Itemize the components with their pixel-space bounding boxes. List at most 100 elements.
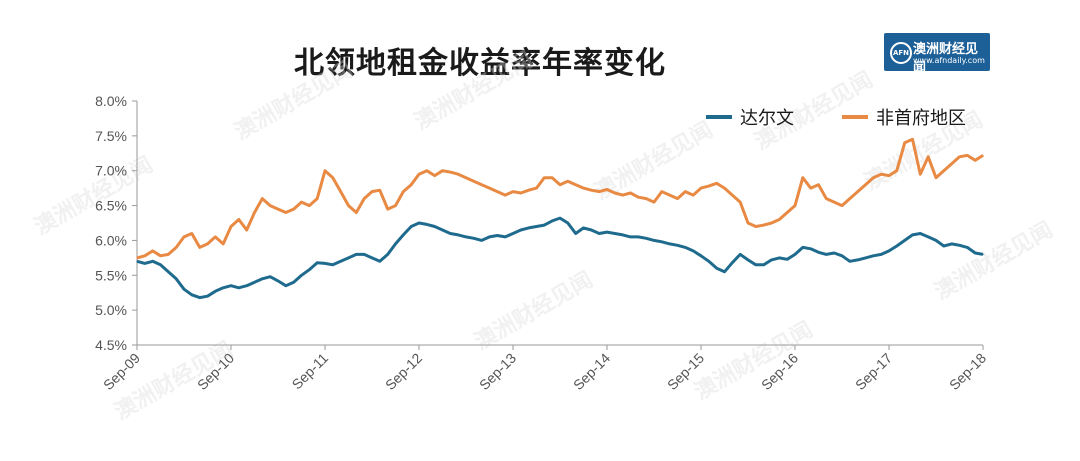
y-tick-label: 6.5% <box>95 198 127 214</box>
data-point <box>559 184 561 186</box>
data-point <box>661 191 663 193</box>
data-point <box>167 271 169 273</box>
data-point <box>363 253 365 255</box>
data-point <box>551 220 553 222</box>
data-point <box>974 252 976 254</box>
data-point <box>919 173 921 175</box>
data-point <box>958 156 961 158</box>
data-point <box>778 257 780 259</box>
data-point <box>144 262 146 264</box>
data-point <box>300 201 303 203</box>
data-point <box>637 236 639 238</box>
data-point <box>864 184 867 186</box>
data-point <box>285 211 287 214</box>
data-point <box>246 285 248 287</box>
data-point <box>723 187 726 189</box>
data-point <box>261 198 263 200</box>
data-point <box>441 170 444 172</box>
data-point <box>841 255 843 257</box>
data-point <box>896 245 898 247</box>
data-point <box>927 156 929 158</box>
data-point <box>316 198 318 200</box>
data-point <box>410 184 412 186</box>
chart-series <box>136 137 984 300</box>
data-point <box>324 170 326 172</box>
data-point <box>653 201 655 203</box>
data-point <box>340 191 342 193</box>
data-point <box>144 255 146 257</box>
data-point <box>755 264 757 266</box>
data-point <box>402 191 404 193</box>
data-point <box>277 280 279 282</box>
data-point <box>919 232 921 235</box>
data-point <box>841 205 843 207</box>
data-point <box>238 218 240 221</box>
legend-label-2: 非首府地区 <box>876 108 966 129</box>
data-point <box>786 211 788 214</box>
brand-logo: AFN 澳洲财经见闻 www.afndaily.com <box>884 33 990 76</box>
data-point <box>535 225 538 228</box>
data-point <box>590 189 592 191</box>
data-point <box>849 260 851 262</box>
data-point <box>261 278 263 280</box>
legend-label-1: 达尔文 <box>740 108 794 129</box>
data-point <box>387 208 389 210</box>
data-point <box>676 244 679 246</box>
data-point <box>810 187 812 189</box>
data-point <box>723 271 726 273</box>
data-point <box>951 243 953 245</box>
y-tick-label: 7.5% <box>95 128 127 144</box>
y-tick-label: 4.5% <box>95 337 127 353</box>
data-point <box>786 258 788 260</box>
y-tick-label: 5.5% <box>95 267 127 283</box>
data-point <box>457 173 459 175</box>
data-point <box>191 232 193 235</box>
data-point <box>504 194 506 196</box>
data-point <box>269 276 271 278</box>
y-tick-label: 7.0% <box>95 163 127 179</box>
data-point <box>864 257 867 259</box>
data-point <box>512 232 514 235</box>
data-point <box>559 217 561 219</box>
data-point <box>966 246 968 248</box>
data-point <box>794 205 796 207</box>
data-point <box>159 255 162 257</box>
data-point <box>904 239 906 241</box>
data-point <box>966 154 968 156</box>
data-point <box>402 234 404 236</box>
x-tick-label: Sep-09 <box>100 350 143 393</box>
data-point <box>387 253 389 255</box>
data-point <box>183 236 185 238</box>
data-point <box>817 184 820 186</box>
data-point <box>982 154 984 156</box>
data-point <box>496 191 498 193</box>
data-point <box>230 285 232 287</box>
data-point <box>528 227 530 229</box>
data-point <box>622 234 624 236</box>
watermark-text: 澳洲财经见闻 <box>470 267 597 356</box>
data-point <box>911 234 914 236</box>
data-point <box>888 250 890 252</box>
data-point <box>300 274 303 276</box>
data-point <box>418 222 420 224</box>
data-point <box>943 170 945 172</box>
data-point <box>481 184 483 186</box>
x-tick-label: Sep-17 <box>852 350 895 393</box>
data-point <box>457 234 459 236</box>
data-point <box>817 251 820 253</box>
data-point <box>951 163 953 165</box>
data-point <box>253 281 256 283</box>
data-point <box>159 264 162 266</box>
data-point <box>481 239 483 241</box>
data-point <box>316 262 318 264</box>
brand-name: 澳洲财经见闻 <box>913 42 979 76</box>
data-point <box>371 191 373 193</box>
data-point <box>340 260 342 262</box>
data-point <box>269 205 271 207</box>
data-point <box>747 259 749 261</box>
data-point <box>880 253 882 255</box>
data-point <box>935 177 937 179</box>
data-point <box>669 243 671 245</box>
